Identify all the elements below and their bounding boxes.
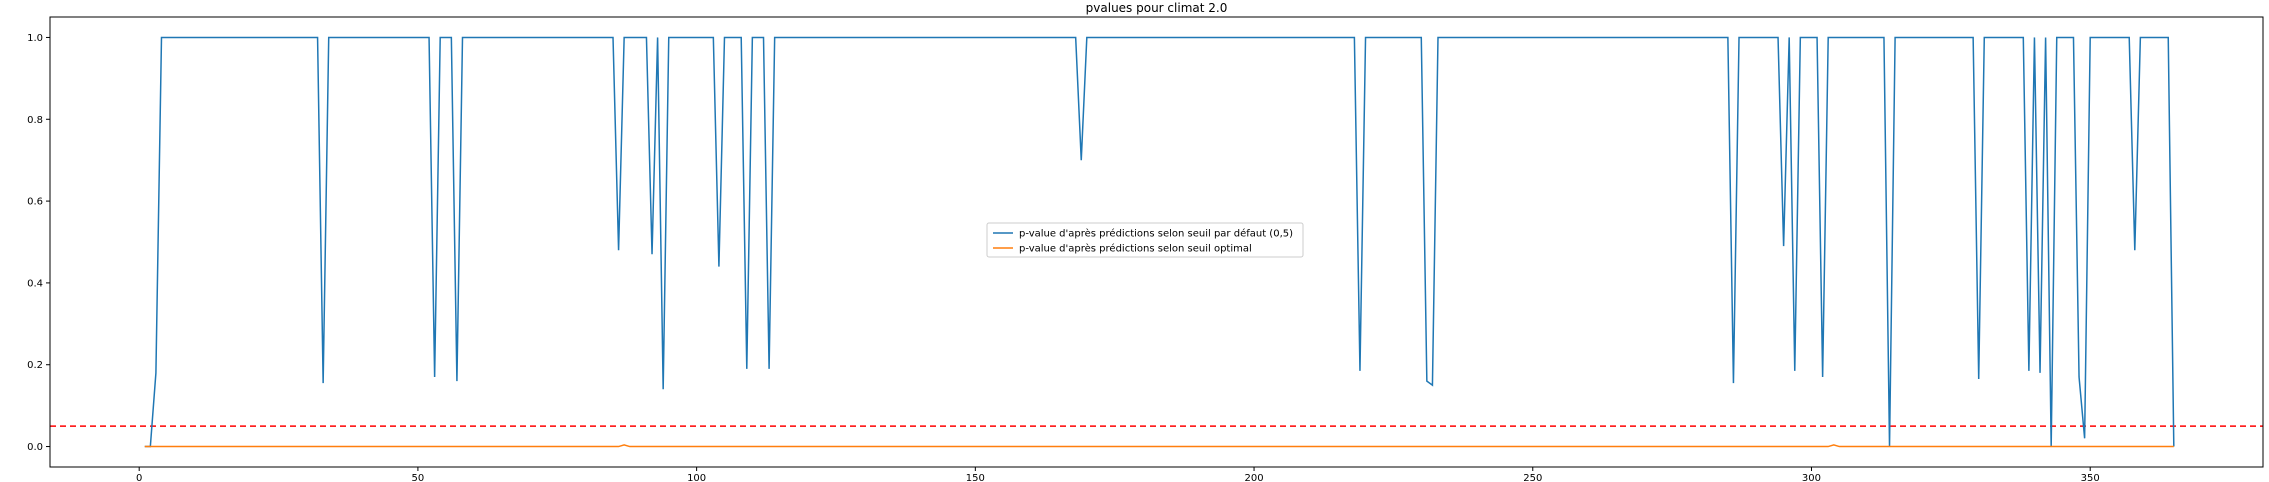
y-tick-label: 0.0 <box>27 442 43 453</box>
x-tick-label: 250 <box>1523 473 1542 482</box>
x-tick-label: 200 <box>1245 473 1264 482</box>
x-tick-label: 0 <box>136 473 142 482</box>
legend-label-1: p-value d'après prédictions selon seuil … <box>1019 228 1293 240</box>
chart-title: pvalues pour climat 2.0 <box>1086 1 1228 15</box>
x-tick-label: 300 <box>1802 473 1821 482</box>
series-line-1 <box>144 36 2175 448</box>
x-tick-label: 150 <box>966 473 985 482</box>
legend-box <box>986 222 1304 258</box>
legend-label-2: p-value d'après prédictions selon seuil … <box>1019 243 1252 255</box>
y-tick-label: 0.4 <box>27 278 43 289</box>
y-tick-label: 1.0 <box>27 33 43 44</box>
x-tick-label: 100 <box>687 473 706 482</box>
y-tick-label: 0.2 <box>27 360 43 371</box>
axes-frame <box>49 16 2264 468</box>
x-tick-label: 350 <box>2081 473 2100 482</box>
y-tick-label: 0.8 <box>27 115 43 126</box>
x-tick-label: 50 <box>412 473 425 482</box>
y-tick-label: 0.6 <box>27 197 43 208</box>
series-line-2 <box>144 444 2174 448</box>
